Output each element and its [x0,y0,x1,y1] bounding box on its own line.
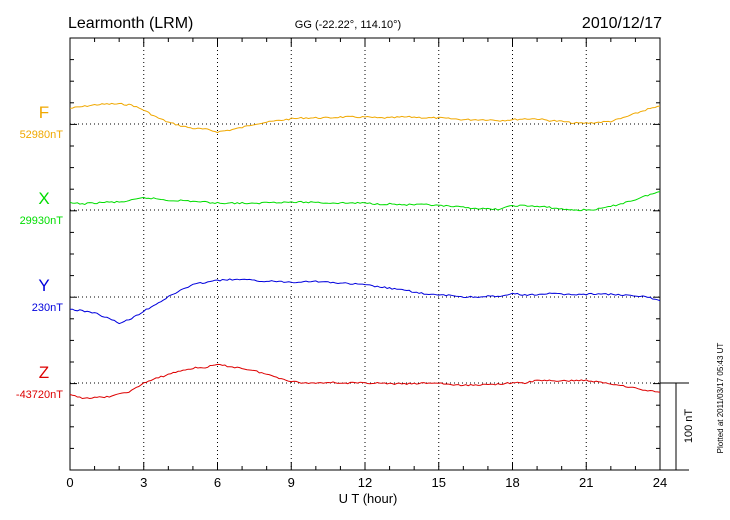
series-layer [69,102,661,400]
baseline-label-x: 29930nT [20,215,64,227]
series-y-line [70,278,661,325]
x-tick-label: 21 [579,475,593,490]
axis-ticks: 0 3 6 9 12 15 18 21 24 [66,37,667,490]
x-tick-label: 18 [505,475,519,490]
x-tick-label: 24 [653,475,667,490]
scale-bar: 100 nT [660,382,695,471]
series-z-line [69,363,661,400]
plotted-at-note: Plotted at 2011/03/17 05:43 UT [716,343,725,454]
baseline-label-y: 230nT [32,302,63,314]
series-name-y: Y [38,276,49,295]
series-f-line [69,102,661,134]
x-tick-label: 15 [432,475,446,490]
baseline-label-f: 52980nT [20,129,64,141]
x-axis-title: U T (hour) [339,491,398,506]
x-tick-label: 3 [140,475,147,490]
x-tick-label: 9 [288,475,295,490]
series-name-x: X [38,189,49,208]
scale-bar-label: 100 nT [683,409,695,444]
series-labels: F 52980nT X 29930nT Y 230nT Z -43720nT [16,103,63,401]
station-title: Learmonth (LRM) [68,15,193,32]
coordinates-label: GG (-22.22°, 114.10°) [295,19,401,31]
grid [70,38,660,470]
series-x-line [69,191,661,212]
date-label: 2010/12/17 [582,15,662,32]
x-tick-label: 6 [214,475,221,490]
series-name-z: Z [39,363,49,382]
series-name-f: F [39,103,49,122]
x-tick-label: 0 [66,475,73,490]
baseline-label-z: -43720nT [16,389,63,401]
x-tick-label: 12 [358,475,372,490]
